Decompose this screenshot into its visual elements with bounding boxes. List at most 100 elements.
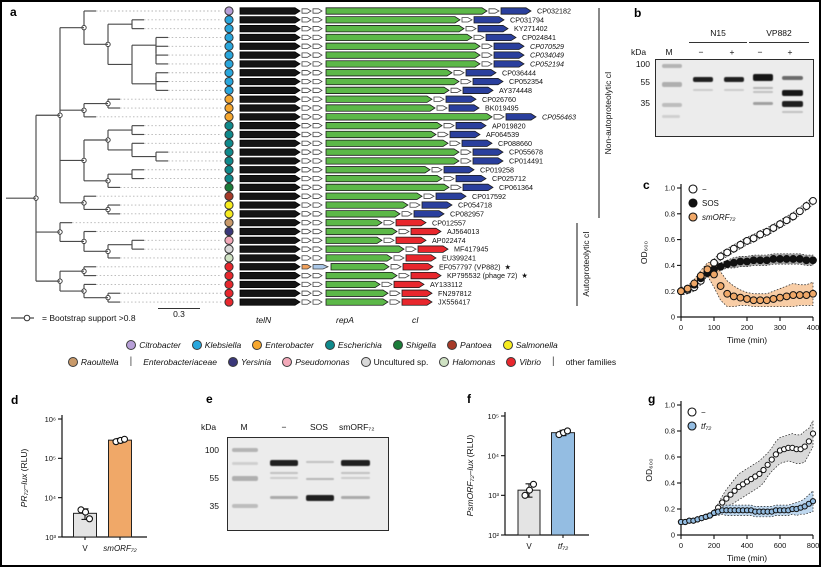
gene-arrow-cI <box>393 280 425 289</box>
gene-arrow-telN <box>239 280 301 289</box>
y-tick-label: 10⁵ <box>488 412 499 421</box>
data-point <box>760 466 767 474</box>
y-tick-label: 0.6 <box>665 453 675 462</box>
gene-arrow-small <box>453 70 465 76</box>
legend-label: tf₇₂ <box>701 422 711 431</box>
data-point <box>563 427 572 435</box>
gel-band <box>724 89 744 91</box>
gene-arrow-cI <box>493 42 525 50</box>
gene-arrow-telN <box>239 51 301 59</box>
legend-label: Citrobacter <box>139 340 181 350</box>
data-point <box>743 295 751 303</box>
legend-label: Klebsiella <box>204 340 242 350</box>
legend-label: Escherichia <box>337 340 382 350</box>
data-point <box>696 271 705 280</box>
taxon-circle <box>224 165 234 175</box>
data-point <box>749 296 758 305</box>
data-point <box>776 293 784 302</box>
gel-band <box>232 448 258 452</box>
legend-item: Pseudomonas <box>282 356 350 367</box>
gene-arrow-repA <box>325 60 481 68</box>
taxon-circle <box>224 121 234 131</box>
legend-label: Pantoea <box>460 340 492 350</box>
gene-arrow-cI <box>395 219 427 227</box>
gene-arrow-small <box>312 246 323 252</box>
growth-curve-chart-c: 0 0.2 0.4 0.6 0.8 1.0 0 100 200 300 400 OD₆₀₀ Time (… <box>639 184 819 345</box>
data-point <box>731 487 738 494</box>
accession-label: CP061364 <box>499 183 533 192</box>
gene-arrow-telN <box>239 192 301 200</box>
gel-image <box>655 59 814 137</box>
data-point <box>795 255 804 263</box>
gel-band <box>306 478 334 480</box>
data-point <box>769 224 778 232</box>
gene-arrow-cI <box>435 192 467 200</box>
gel-band <box>341 472 370 474</box>
gene-arrow-telN <box>239 210 301 218</box>
data-point <box>789 212 798 221</box>
gene-arrow-cI <box>449 130 481 139</box>
gene-arrow-cI <box>421 201 453 209</box>
molecular-weight-marker: 35 <box>209 501 219 511</box>
data-point <box>768 456 775 463</box>
gene-arrow-cI <box>445 95 477 103</box>
gene-arrow-repA <box>325 148 460 156</box>
data-point <box>762 296 771 305</box>
gene-arrow-repA <box>325 51 481 59</box>
data-point <box>690 279 699 288</box>
gene-arrow-small <box>312 8 323 14</box>
gene-arrow-cI <box>500 7 532 15</box>
legend-label: Shigella <box>405 340 437 350</box>
gel-band <box>753 91 773 93</box>
gene-arrow-repA <box>325 174 443 183</box>
accession-label: CP017592 <box>472 192 506 201</box>
taxon-circle <box>224 279 234 290</box>
gene-arrow-small <box>409 202 421 208</box>
gene-arrow-small <box>389 290 401 296</box>
gene-arrow-small <box>301 17 312 23</box>
accession-label: AF064539 <box>486 130 519 139</box>
gene-arrow-telN <box>239 183 301 192</box>
gel-band <box>782 101 803 107</box>
gene-arrow-small <box>312 78 323 85</box>
legend-item: Vibrio <box>506 356 541 367</box>
gene-arrow-small <box>383 237 395 243</box>
gene-arrow-small <box>301 255 312 261</box>
y-tick-label: 0.2 <box>665 505 675 514</box>
data-point <box>809 289 817 298</box>
gel-band <box>232 462 258 465</box>
taxon-circle <box>224 156 234 166</box>
gene-arrow-repA <box>325 298 389 306</box>
category-label: V <box>82 544 88 553</box>
gene-arrow-small <box>301 140 312 146</box>
genus-legend-row-2: Raoultella | Enterobacteriaceae Yersinia Pse… <box>57 356 627 367</box>
y-tick-label: 10³ <box>488 491 499 500</box>
gene-arrow-small <box>301 8 312 14</box>
data-point <box>809 430 817 437</box>
taxon-circle <box>224 32 234 43</box>
panel-e-letter: e <box>206 392 213 406</box>
gel-lane-label: smORF₇₂ <box>339 422 375 432</box>
legend-item: Yersinia <box>227 356 271 367</box>
legend-item: other families <box>566 357 617 367</box>
gene-arrow-cI <box>493 51 525 59</box>
gene-arrow-telN <box>239 42 301 50</box>
taxon-circle <box>224 59 234 69</box>
gene-arrow-telN <box>239 60 301 68</box>
gene-arrow-small <box>301 158 312 164</box>
x-tick-label: 600 <box>774 541 787 550</box>
gene-arrow-small <box>312 193 323 199</box>
gene-arrow-small <box>301 193 312 199</box>
data-point <box>703 265 712 274</box>
gene-arrow-small <box>312 255 323 261</box>
data-point <box>762 256 771 265</box>
taxon-circle <box>224 50 234 60</box>
taxon-circle <box>224 235 234 245</box>
gene-arrow-small <box>312 158 323 164</box>
gene-arrow-cI <box>402 263 434 271</box>
y-tick-label: 10³ <box>45 533 56 542</box>
data-point <box>743 257 751 266</box>
data-point <box>789 291 798 299</box>
data-point <box>736 240 745 249</box>
accession-label: FN297812 <box>438 289 472 298</box>
